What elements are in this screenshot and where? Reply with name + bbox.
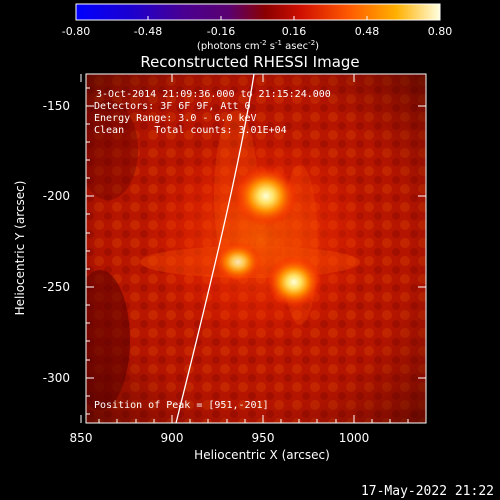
colorbar [75, 3, 441, 21]
y-tick-label: -300 [43, 371, 70, 385]
y-tick-label: -250 [43, 280, 70, 294]
colorbar-tick-label: -0.48 [134, 25, 162, 38]
colorbar-tick-label: 0.48 [355, 25, 380, 38]
y-axis-label: Heliocentric Y (arcsec) [13, 181, 27, 316]
peak-position-label: Position of Peak = [951,-201] [94, 400, 269, 411]
plot-timestamp: 17-May-2022 21:22 [361, 484, 494, 499]
x-axis-label: Heliocentric X (arcsec) [194, 448, 330, 462]
y-tick-label: -200 [43, 189, 70, 203]
colorbar-tick-label: 0.80 [428, 25, 453, 38]
solar-limb [175, 74, 255, 423]
x-axis-ticks [80, 74, 355, 423]
x-tick-label: 950 [252, 431, 275, 445]
x-tick-label: 900 [161, 431, 184, 445]
x-tick-label: 1000 [339, 431, 370, 445]
colorbar-tick-label: 0.16 [282, 25, 307, 38]
source-left [214, 242, 262, 282]
plot-title: Reconstructed RHESSI Image [140, 53, 359, 71]
central-glow [145, 133, 375, 343]
clean-counts-label: Clean Total counts: 3.01E+04 [94, 125, 287, 136]
source-lower-right [266, 256, 322, 308]
x-axis-minor-ticks [98, 419, 409, 423]
y-axis-ticks [86, 105, 426, 379]
energy-range-label: Energy Range: 3.0 - 6.0 keV [94, 113, 257, 124]
y-tick-label: -150 [43, 99, 70, 113]
source-main [234, 166, 298, 226]
rhessi-image [86, 74, 426, 423]
colorbar-tick-label: -0.16 [207, 25, 235, 38]
x-tick-label: 850 [70, 431, 93, 445]
colorbar-tick-label: -0.80 [62, 25, 90, 38]
y-axis-minor-ticks [86, 87, 90, 415]
colorbar-unit-label: (photons cm-2 s-1 asec-2) [197, 39, 319, 52]
plot-frame [85, 73, 427, 424]
time-range-label: 3-Oct-2014 21:09:36.000 to 21:15:24.000 [96, 89, 331, 100]
detectors-label: Detectors: 3F 6F 9F, Att 0 [94, 101, 251, 112]
colorbar-ticks [147, 16, 368, 20]
